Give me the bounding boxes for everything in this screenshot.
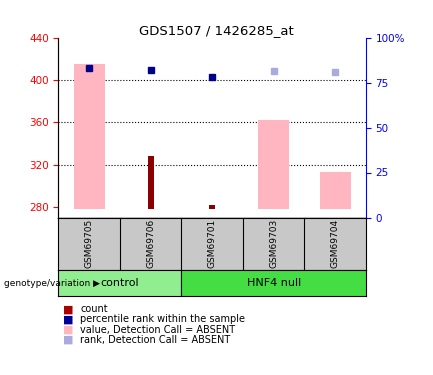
- Bar: [258, 120, 289, 209]
- Text: percentile rank within the sample: percentile rank within the sample: [80, 315, 245, 324]
- Text: ■: ■: [63, 315, 73, 324]
- Text: control: control: [100, 278, 139, 288]
- Text: GSM69704: GSM69704: [331, 219, 339, 268]
- Text: ■: ■: [63, 335, 73, 345]
- Text: GSM69703: GSM69703: [269, 219, 278, 268]
- Text: HNF4 null: HNF4 null: [246, 278, 301, 288]
- Text: ■: ■: [63, 325, 73, 334]
- Text: count: count: [80, 304, 108, 314]
- Bar: [181, 270, 366, 296]
- Text: rank, Detection Call = ABSENT: rank, Detection Call = ABSENT: [80, 335, 230, 345]
- Bar: [209, 205, 215, 209]
- Text: ■: ■: [63, 304, 73, 314]
- Text: genotype/variation ▶: genotype/variation ▶: [4, 279, 100, 288]
- Text: GSM69701: GSM69701: [208, 219, 216, 268]
- Text: value, Detection Call = ABSENT: value, Detection Call = ABSENT: [80, 325, 235, 334]
- Bar: [74, 64, 105, 209]
- Text: GDS1507 / 1426285_at: GDS1507 / 1426285_at: [139, 24, 294, 38]
- Bar: [320, 172, 351, 209]
- Bar: [58, 270, 181, 296]
- Text: GSM69706: GSM69706: [146, 219, 155, 268]
- Bar: [148, 156, 154, 209]
- Text: GSM69705: GSM69705: [85, 219, 94, 268]
